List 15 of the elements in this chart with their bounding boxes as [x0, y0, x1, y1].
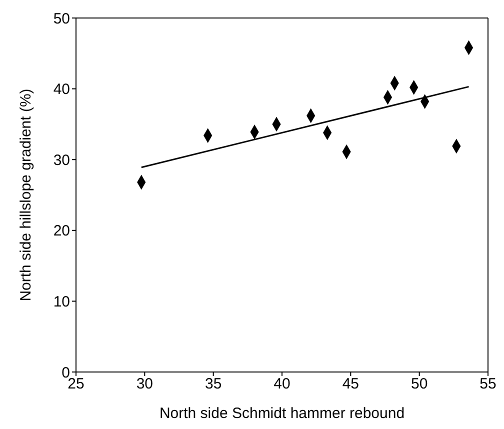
y-tick-label: 10: [53, 294, 70, 311]
y-tick-label: 30: [53, 152, 70, 169]
y-axis-title: North side hillslope gradient (%): [18, 88, 34, 302]
y-tick-label: 50: [53, 10, 70, 28]
x-axis-title: North side Schmidt hammer rebound: [159, 405, 405, 422]
x-tick-label: 30: [136, 376, 154, 393]
x-tick-label: 25: [68, 376, 84, 393]
x-tick-label: 35: [204, 376, 222, 393]
y-tick-label: 40: [53, 81, 70, 98]
x-tick-label: 55: [480, 376, 496, 393]
y-tick-label: 0: [62, 364, 70, 382]
y-tick-label: 20: [53, 222, 70, 240]
x-tick-label: 50: [410, 376, 428, 393]
x-tick-label: 40: [274, 376, 290, 393]
x-tick-label: 45: [342, 376, 360, 393]
